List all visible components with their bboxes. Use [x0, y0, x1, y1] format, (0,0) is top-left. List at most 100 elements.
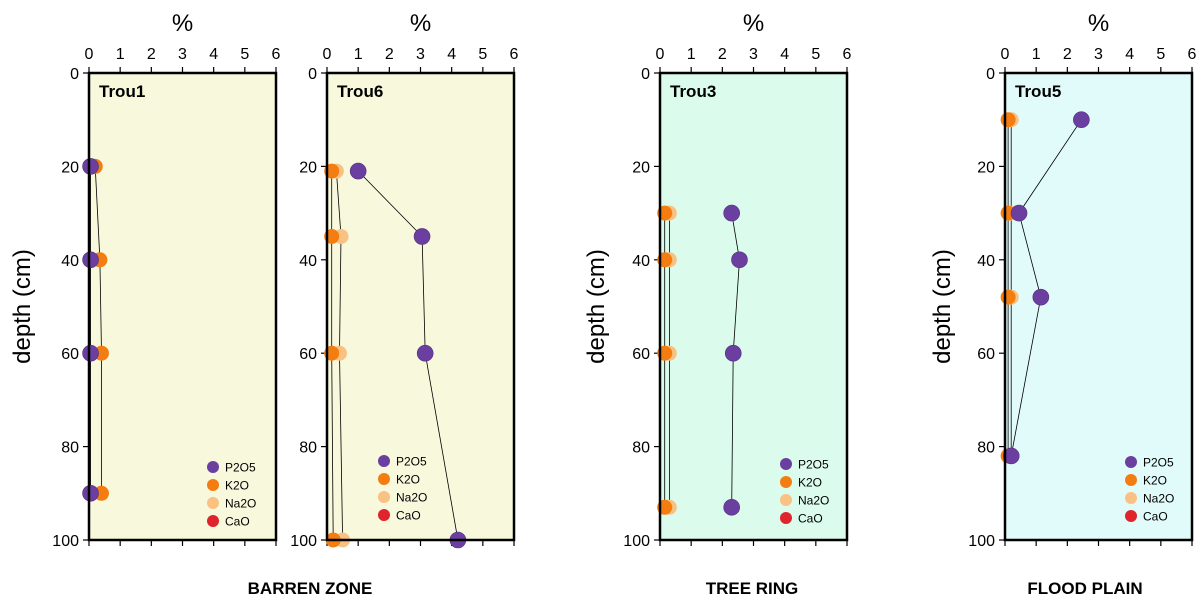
y-tick-label: 60: [299, 346, 317, 363]
legend-label-p2o5: P2O5: [798, 458, 829, 472]
point-p2o5: [1002, 447, 1020, 465]
x-tick-label: 4: [1125, 46, 1134, 63]
legend-marker-k2o: [780, 476, 792, 488]
legend: P2O5 K2O Na2O CaO: [780, 458, 829, 526]
point-p2o5: [1073, 111, 1090, 128]
x-axis-label: %: [743, 10, 764, 37]
legend-marker-p2o5: [378, 455, 390, 467]
x-tick-label: 0: [85, 46, 94, 63]
legend-label-na2o: Na2O: [396, 491, 427, 505]
y-tick-label: 40: [61, 253, 79, 270]
legend-label-p2o5: P2O5: [225, 461, 256, 475]
y-tick-label: 20: [61, 159, 79, 176]
panel-title: Trou3: [670, 82, 716, 101]
legend-label-k2o: K2O: [396, 473, 420, 487]
legend-label-k2o: K2O: [798, 476, 822, 490]
y-tick-label: 60: [61, 346, 79, 363]
x-tick-label: 4: [209, 46, 218, 63]
series-line-p2o5: [1010, 119, 1082, 456]
point-p2o5: [416, 344, 434, 362]
y-tick-label: 20: [977, 159, 995, 176]
series-line-k2o: [94, 166, 102, 494]
plot-frame: [1003, 71, 1194, 542]
legend-marker-cao: [207, 515, 219, 527]
point-p2o5: [724, 344, 742, 362]
x-tick-label: 3: [1094, 46, 1103, 63]
x-tick-label: 2: [385, 46, 394, 63]
plot-frame: [658, 71, 849, 542]
x-tick-label: 2: [718, 46, 727, 63]
y-axis-label: depth (cm): [9, 249, 36, 364]
y-tick-label: 80: [61, 440, 79, 457]
legend-label-na2o: Na2O: [798, 494, 829, 508]
panel-title: Trou5: [1015, 82, 1061, 101]
y-axis-label: depth (cm): [929, 249, 956, 364]
x-tick-label: 5: [1156, 46, 1165, 63]
series-line-p2o5: [731, 213, 740, 508]
y-tick-label: 0: [641, 66, 650, 83]
series-line-na2o: [336, 171, 343, 541]
x-tick-label: 5: [811, 46, 820, 63]
x-tick-label: 0: [323, 46, 332, 63]
x-tick-label: 2: [147, 46, 156, 63]
x-tick-label: 3: [178, 46, 187, 63]
legend-marker-k2o: [207, 479, 219, 491]
legend-label-cao: CaO: [798, 512, 823, 526]
x-axis-label: %: [1088, 10, 1109, 37]
x-tick-label: 6: [272, 46, 281, 63]
zone-label: FLOOD PLAIN: [1027, 579, 1142, 598]
y-tick-label: 0: [986, 66, 995, 83]
legend-label-na2o: Na2O: [1143, 492, 1174, 506]
point-p2o5: [82, 484, 99, 502]
x-axis-label: %: [410, 10, 431, 37]
legend-marker-p2o5: [780, 458, 792, 470]
y-tick-label: 80: [977, 440, 995, 457]
y-tick-label: 80: [299, 440, 317, 457]
legend: P2O5 K2O Na2O CaO: [1125, 456, 1174, 524]
y-tick-label: 40: [632, 253, 650, 270]
plot-frame: [325, 71, 516, 542]
y-tick-label: 100: [968, 533, 995, 550]
x-tick-label: 6: [1188, 46, 1197, 63]
y-tick-label: 60: [632, 346, 650, 363]
legend-marker-cao: [1125, 510, 1137, 522]
legend-marker-k2o: [378, 473, 390, 485]
point-p2o5: [82, 344, 99, 362]
x-tick-label: 1: [116, 46, 125, 63]
x-tick-label: 6: [843, 46, 852, 63]
legend-marker-p2o5: [207, 461, 219, 473]
x-tick-label: 5: [478, 46, 487, 63]
x-tick-label: 3: [749, 46, 758, 63]
point-p2o5: [1010, 204, 1028, 222]
point-k2o: [1000, 289, 1016, 305]
zone-label: TREE RING: [706, 579, 799, 598]
zone-label: BARREN ZONE: [248, 579, 373, 598]
x-tick-label: 1: [354, 46, 363, 63]
y-tick-label: 0: [70, 66, 79, 83]
series-line-p2o5: [357, 170, 459, 541]
y-tick-label: 100: [623, 533, 650, 550]
legend-marker-na2o: [780, 494, 792, 506]
point-k2o: [1000, 112, 1016, 128]
y-tick-label: 0: [308, 66, 317, 83]
series-line-k2o: [331, 171, 334, 541]
point-p2o5: [349, 162, 367, 180]
legend-label-k2o: K2O: [225, 479, 249, 493]
legend-marker-cao: [780, 512, 792, 524]
plot-background: [89, 73, 276, 540]
legend-marker-na2o: [1125, 492, 1137, 504]
y-tick-label: 100: [290, 533, 317, 550]
panel-title: Trou1: [99, 82, 145, 101]
legend-label-cao: CaO: [225, 515, 250, 529]
legend-label-na2o: Na2O: [225, 497, 256, 511]
legend-label-k2o: K2O: [1143, 474, 1167, 488]
y-tick-label: 40: [977, 253, 995, 270]
legend-label-p2o5: P2O5: [396, 455, 427, 469]
legend-label-p2o5: P2O5: [1143, 456, 1174, 470]
x-tick-label: 3: [416, 46, 425, 63]
